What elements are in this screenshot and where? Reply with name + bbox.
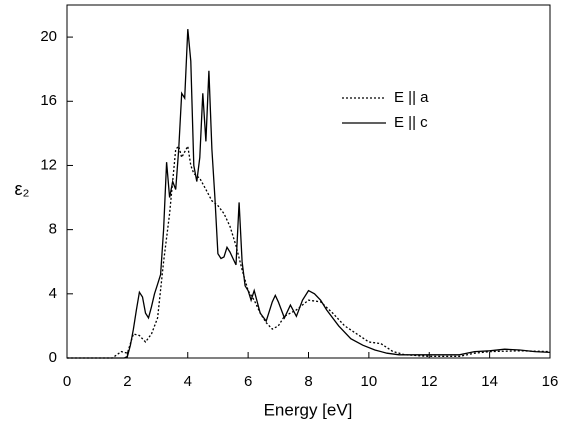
x-tick-label: 12 [421, 373, 438, 390]
legend-label: E || c [394, 114, 428, 131]
y-tick-label: 20 [40, 28, 57, 45]
y-tick-label: 4 [49, 285, 57, 302]
x-tick-label: 8 [304, 373, 312, 390]
legend-label: E || a [394, 89, 429, 106]
y-tick-label: 16 [40, 92, 57, 109]
y-tick-label: 0 [49, 349, 57, 366]
x-axis-label: Energy [eV] [264, 400, 353, 419]
x-tick-label: 0 [63, 373, 71, 390]
data-line [67, 144, 551, 359]
x-tick-label: 14 [481, 373, 498, 390]
x-tick-label: 6 [244, 373, 252, 390]
y-tick-label: 12 [40, 156, 57, 173]
x-tick-label: 2 [123, 373, 131, 390]
data-line [67, 29, 551, 359]
x-tick-label: 10 [361, 373, 378, 390]
x-tick-label: 4 [184, 373, 192, 390]
y-axis-label: ε₂ [14, 179, 29, 199]
y-tick-label: 8 [49, 221, 57, 238]
x-tick-label: 16 [542, 373, 559, 390]
plot-frame [66, 4, 551, 359]
